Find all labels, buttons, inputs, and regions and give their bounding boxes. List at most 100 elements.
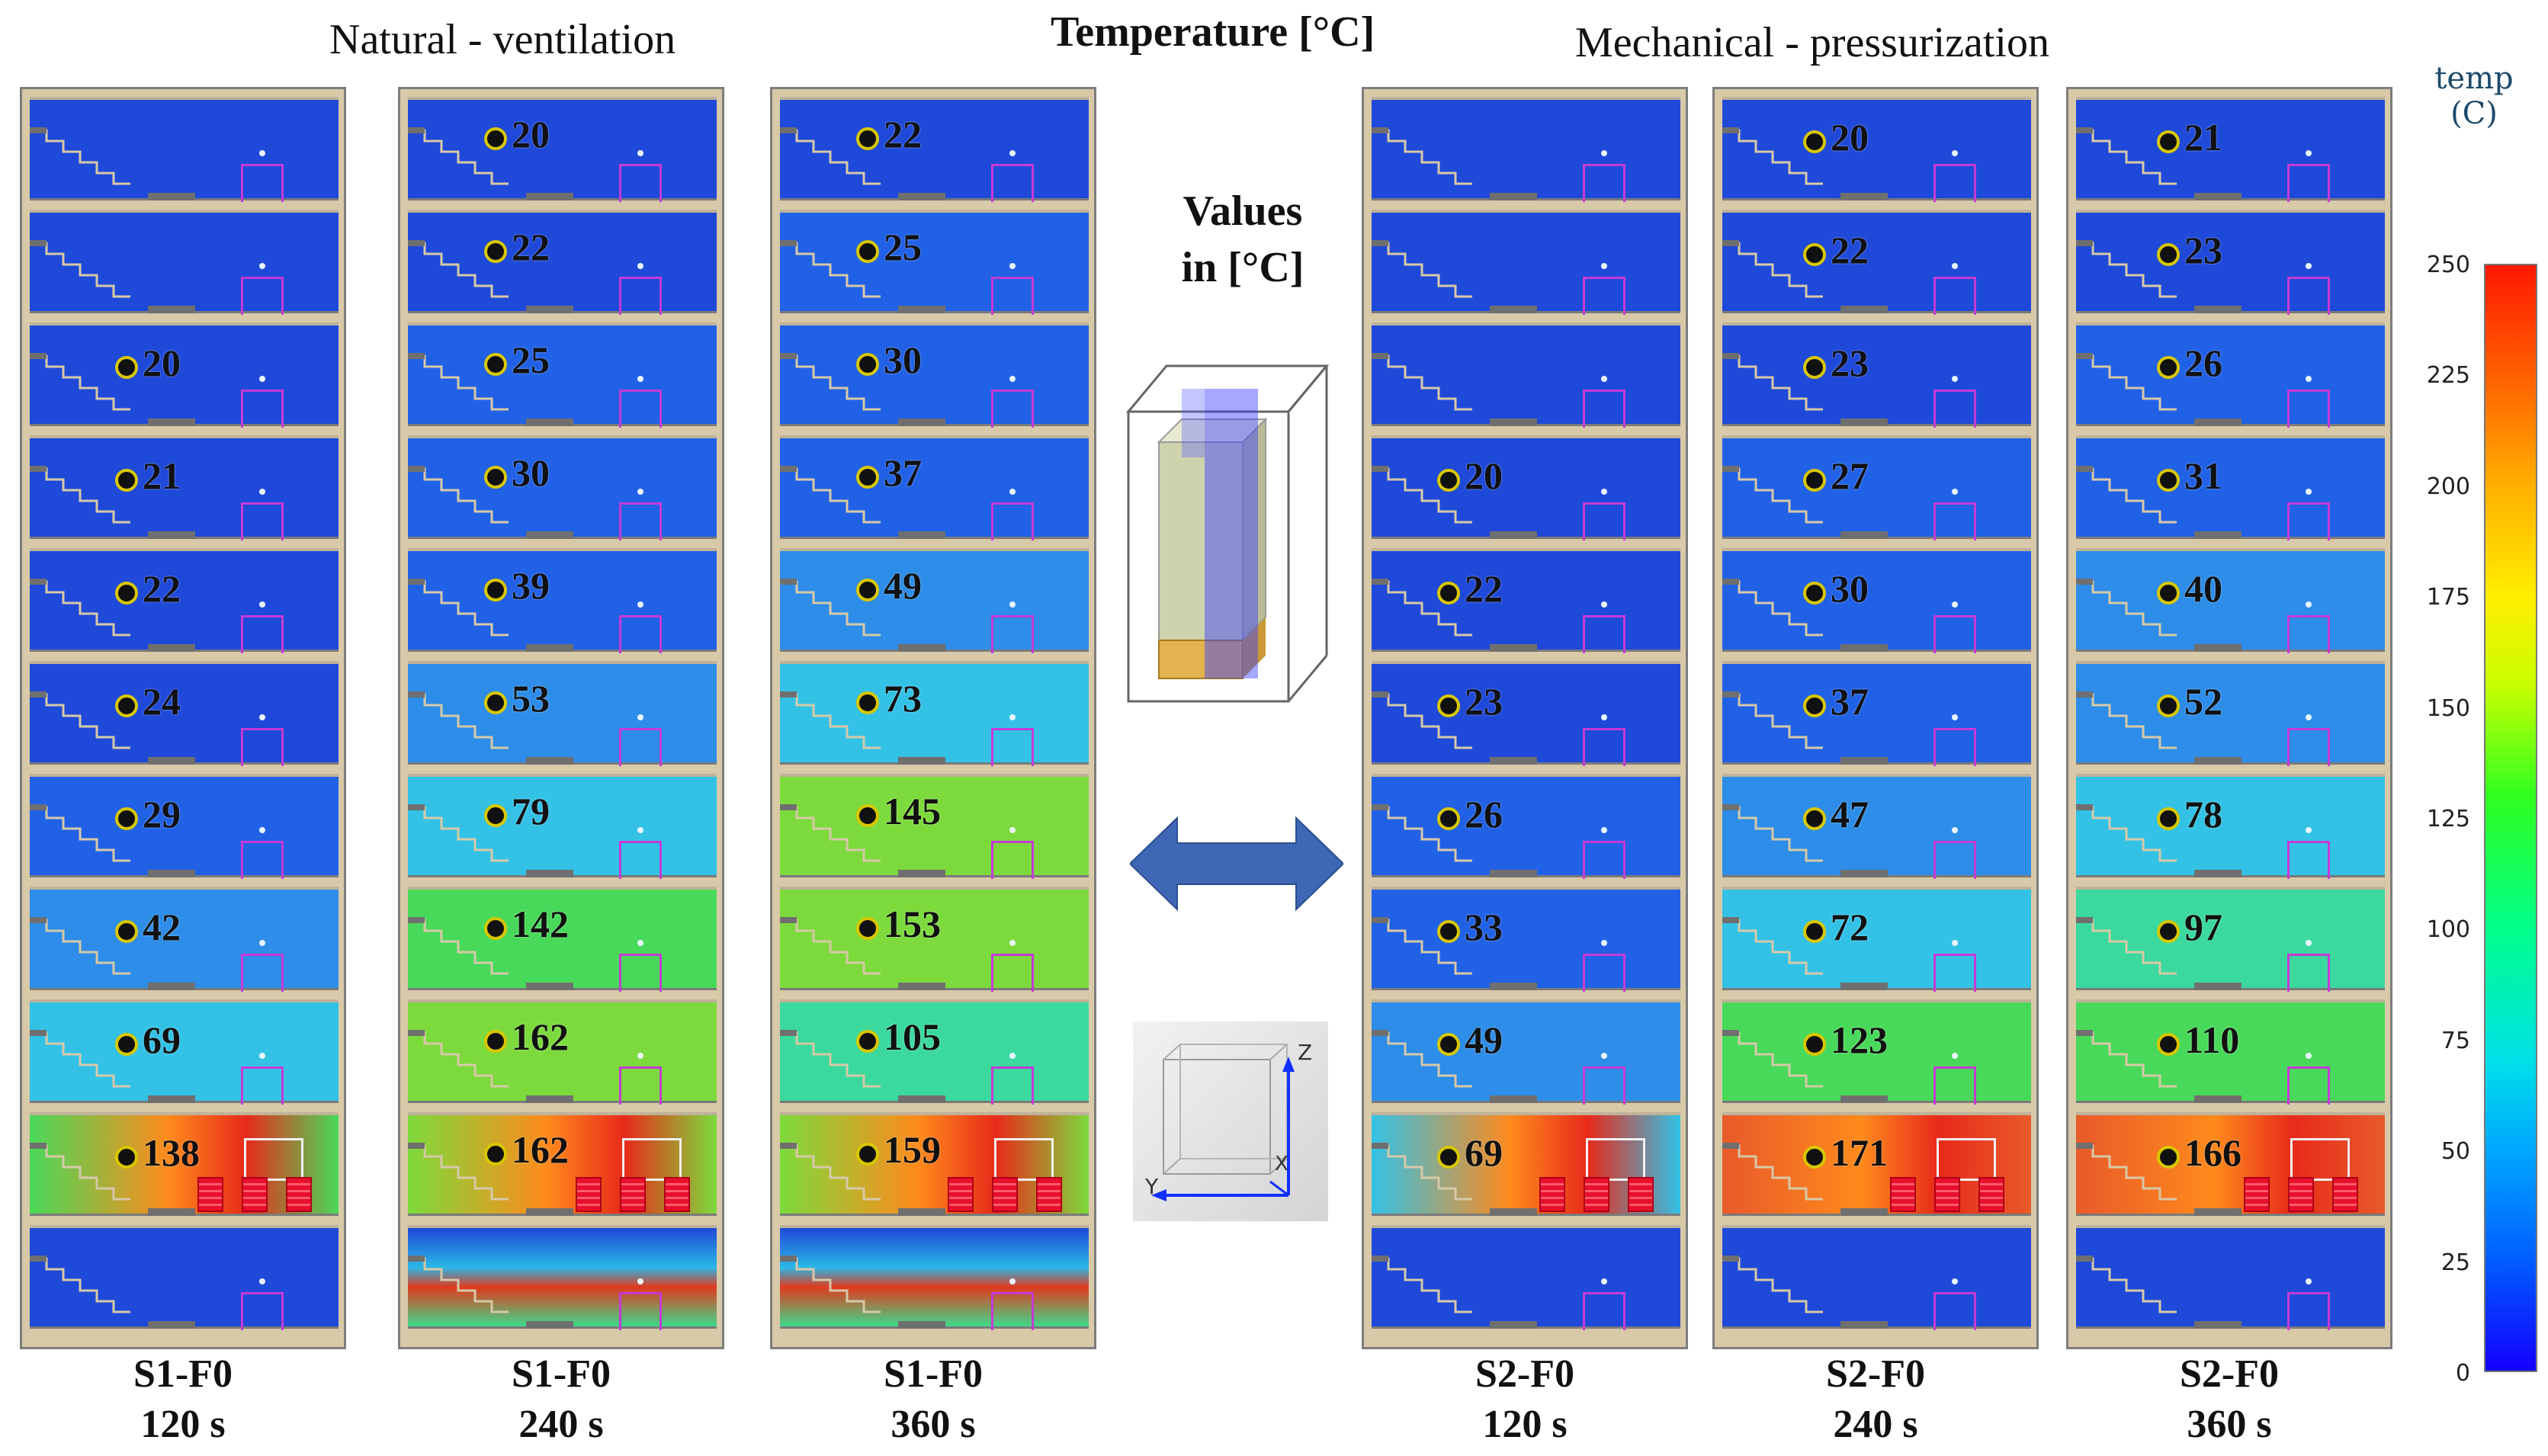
probe-point	[1952, 489, 1958, 495]
door-outline	[1937, 1138, 1996, 1181]
colorbar-tick-label: 75	[2440, 1027, 2470, 1054]
probe-point	[2306, 489, 2312, 495]
measurement-marker	[115, 582, 138, 605]
door-outline	[1933, 164, 1976, 202]
measurement-marker	[484, 127, 507, 150]
door-outline	[241, 164, 284, 202]
floor: 23	[1372, 661, 1680, 766]
probe-point	[1601, 827, 1607, 833]
measurement-marker	[856, 579, 879, 601]
probe-point	[1601, 1278, 1607, 1284]
probe-point	[1601, 150, 1607, 156]
landing-slab	[148, 1321, 195, 1329]
door-outline	[2287, 164, 2330, 202]
stairs-icon	[1722, 353, 1823, 411]
landing-slab	[1490, 1321, 1537, 1329]
landing-slab	[1840, 531, 1888, 539]
landing-slab	[1840, 1095, 1888, 1103]
measurement-marker	[1437, 582, 1460, 605]
stairs-icon	[408, 579, 509, 637]
temperature-value: 30	[884, 338, 922, 381]
stairs-icon	[2076, 1030, 2177, 1088]
temperature-value: 166	[2184, 1131, 2242, 1174]
landing-slab	[526, 983, 573, 990]
measurement-marker	[1803, 807, 1826, 830]
stairs-icon	[780, 804, 881, 862]
door-outline	[991, 502, 1034, 540]
measurement-marker	[856, 804, 879, 827]
probe-point	[637, 940, 643, 946]
probe-point	[2306, 150, 2312, 156]
landing-slab	[1840, 193, 1888, 200]
fire-source-icon	[286, 1177, 312, 1212]
landing-slab	[526, 1208, 573, 1216]
stairs-icon	[1372, 1256, 1472, 1313]
basement-floor	[1722, 1225, 2031, 1330]
measurement-marker	[484, 579, 507, 601]
landing-slab	[2194, 1321, 2242, 1329]
colorbar-tick-label: 125	[2426, 806, 2470, 832]
stairs-icon	[2076, 353, 2177, 411]
stairs-icon	[30, 1256, 130, 1313]
probe-point	[259, 150, 265, 156]
measurement-marker	[856, 917, 879, 940]
temperature-value: 31	[2184, 454, 2222, 497]
stairs-icon	[1372, 1143, 1472, 1201]
door-outline	[2287, 615, 2330, 653]
mechanical-pressurization-heading: Mechanical - pressurization	[1575, 19, 2049, 66]
landing-slab	[1490, 757, 1537, 765]
landing-slab	[148, 757, 195, 765]
probe-point	[259, 827, 265, 833]
stairs-icon	[30, 1030, 130, 1088]
double-arrow-icon	[1130, 816, 1343, 912]
probe-point	[259, 714, 265, 720]
landing-slab	[2194, 419, 2242, 426]
fire-source-icon	[1934, 1177, 1960, 1212]
landing-slab	[1490, 983, 1537, 990]
floor: 72	[1722, 887, 2031, 992]
floor	[1372, 210, 1680, 315]
stairs-icon	[780, 127, 881, 185]
measurement-marker	[2157, 243, 2180, 266]
floor: 39	[408, 548, 717, 653]
stairs-icon	[1372, 804, 1472, 862]
measurement-marker	[115, 356, 138, 379]
fire-floor: 69	[1372, 1112, 1680, 1216]
door-outline	[619, 1066, 662, 1105]
stairs-icon	[780, 1030, 881, 1088]
fire-source-icon	[242, 1177, 268, 1212]
stairs-icon	[408, 1030, 509, 1088]
fire-floor: 159	[780, 1112, 1089, 1216]
measurement-marker	[484, 1030, 507, 1053]
landing-slab	[1490, 306, 1537, 313]
axes-orientation-box: Z Y X	[1133, 1021, 1328, 1221]
temperature-value: 97	[2184, 906, 2222, 948]
temperature-value: 47	[1831, 793, 1869, 835]
probe-point	[637, 827, 643, 833]
stairs-icon	[408, 1256, 509, 1313]
stairs-icon	[1372, 353, 1472, 411]
probe-point	[637, 601, 643, 608]
landing-slab	[148, 644, 195, 652]
temperature-value: 22	[1465, 567, 1503, 610]
stairs-icon	[780, 579, 881, 637]
door-outline	[2287, 277, 2330, 315]
door-outline	[1583, 615, 1625, 653]
probe-point	[1601, 263, 1607, 269]
door-outline	[241, 1066, 284, 1105]
landing-slab	[1490, 419, 1537, 426]
fire-source-icon	[2288, 1177, 2314, 1212]
floor: 23	[1722, 322, 2031, 428]
axis-y-label: Y	[1145, 1174, 1159, 1199]
landing-slab	[2194, 193, 2242, 200]
measurement-marker	[856, 691, 879, 714]
temperature-value: 29	[143, 793, 181, 835]
measurement-marker	[1803, 694, 1826, 717]
probe-point	[1009, 1278, 1016, 1284]
stairs-icon	[2076, 917, 2177, 975]
measurement-marker	[484, 466, 507, 489]
landing-slab	[1490, 870, 1537, 877]
probe-point	[259, 940, 265, 946]
temperature-value: 22	[143, 567, 181, 610]
stairs-icon	[1372, 691, 1472, 749]
